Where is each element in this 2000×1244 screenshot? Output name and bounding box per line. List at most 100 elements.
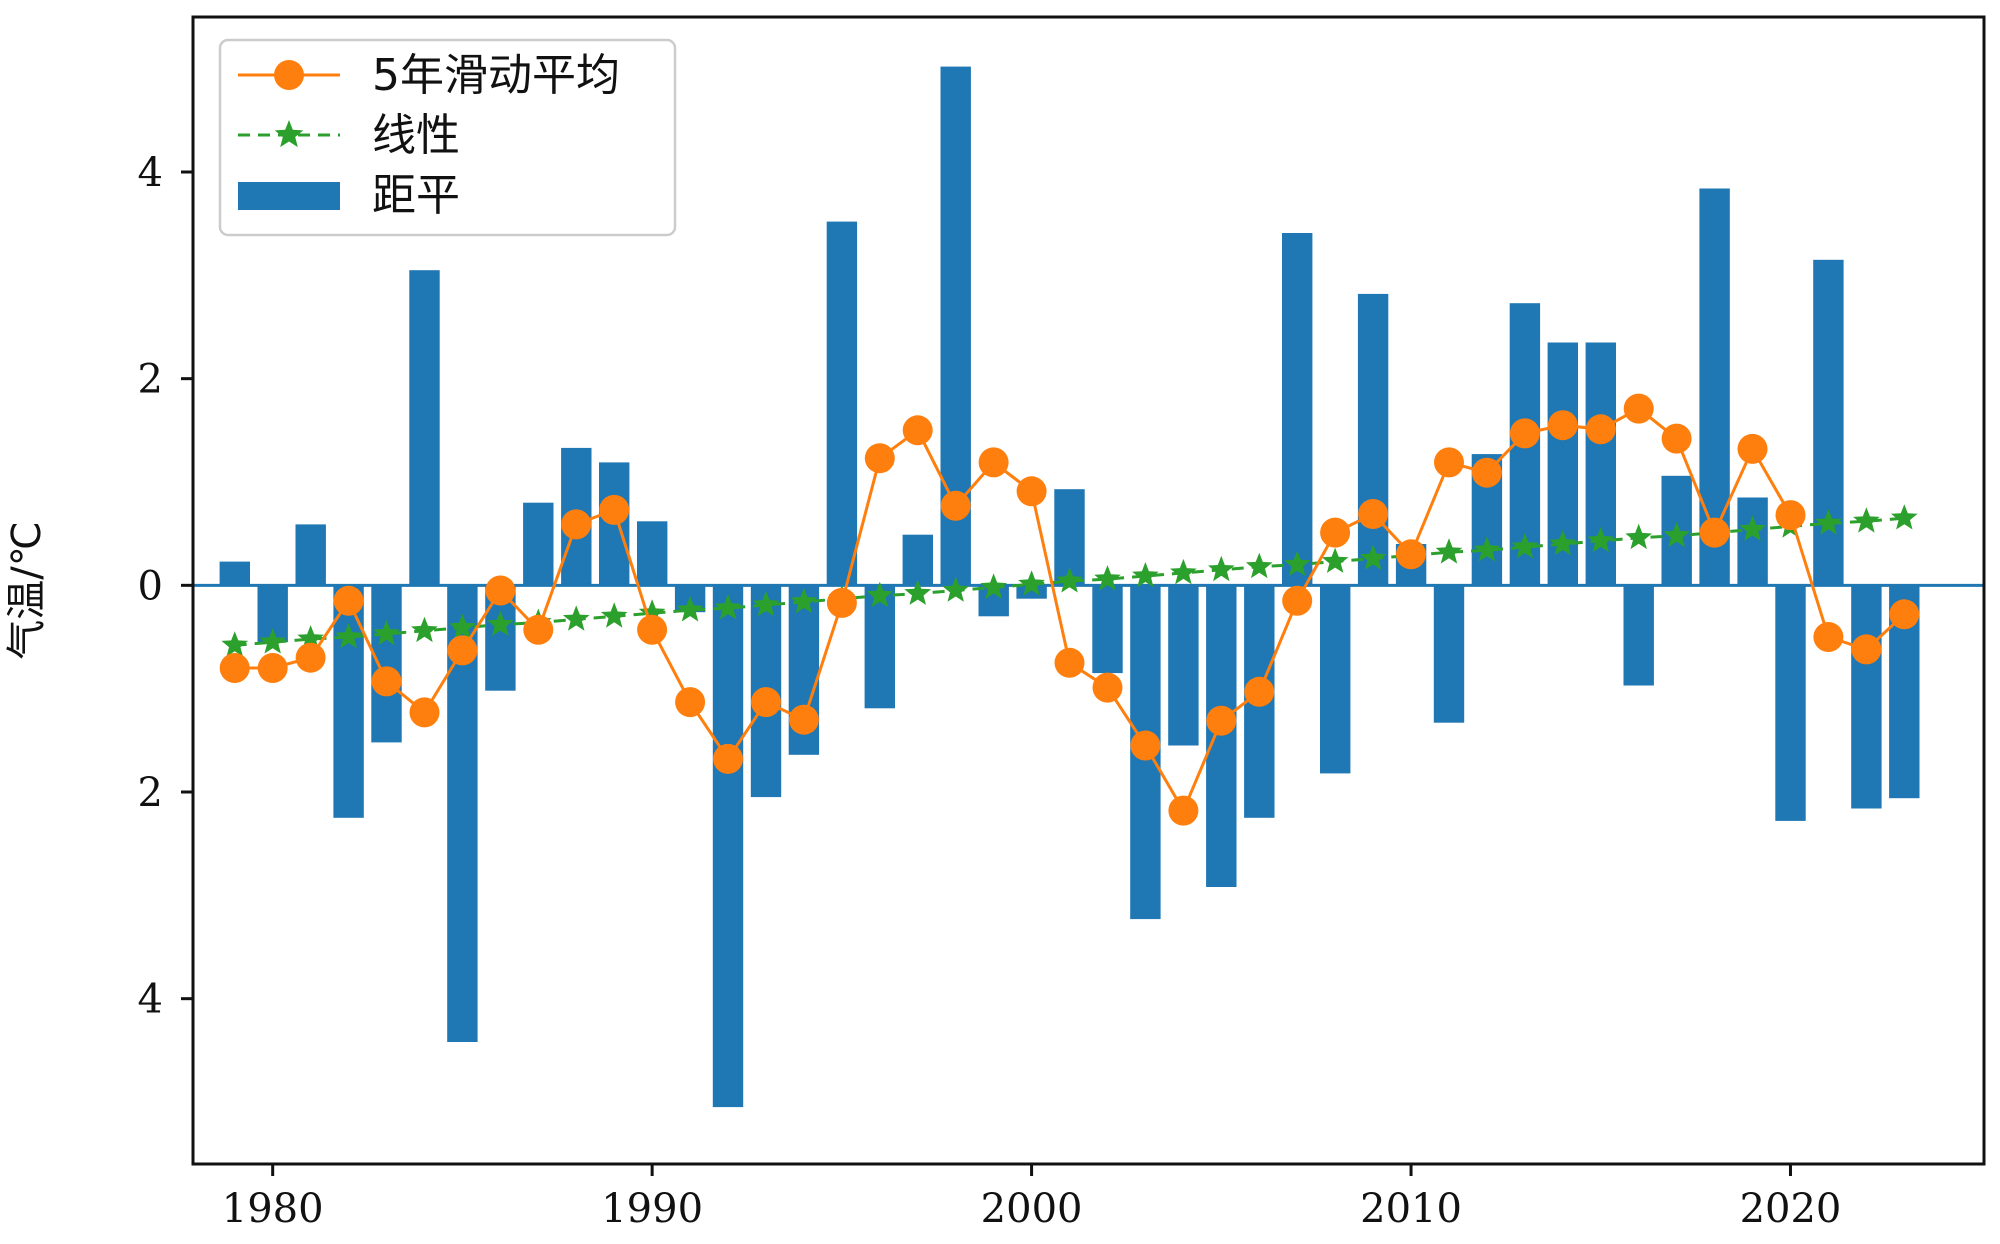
y-tick-label-4: 4	[138, 150, 163, 196]
linear-point-2013	[1511, 533, 1539, 559]
moving-average-point-2006	[1244, 676, 1275, 707]
bar-2004	[1168, 585, 1199, 746]
linear-point-2002	[1094, 565, 1121, 591]
bar-1995	[826, 221, 858, 586]
linear-point-2019	[1739, 515, 1766, 541]
moving-average-point-1991	[675, 687, 706, 718]
y-tick-label-2: 2	[138, 357, 163, 403]
bar-1979	[219, 561, 250, 586]
moving-average-point-1999	[978, 447, 1009, 478]
moving-average-point-2002	[1092, 672, 1123, 703]
moving-average-point-1998	[940, 490, 971, 521]
moving-average-point-2011	[1434, 447, 1464, 478]
linear-point-1992	[714, 594, 742, 620]
moving-average-point-2010	[1396, 539, 1426, 570]
moving-average-point-1979	[219, 653, 250, 683]
bar-2016	[1623, 585, 1654, 686]
moving-average-point-2014	[1547, 410, 1578, 441]
moving-average-point-2013	[1509, 418, 1540, 449]
moving-average-point-1988	[561, 509, 592, 540]
bar-1997	[902, 534, 933, 586]
bar-2002	[1092, 585, 1123, 674]
moving-average-point-2009	[1358, 499, 1389, 529]
x-tick-label-2020: 2020	[1740, 1186, 1842, 1232]
linear-point-1981	[297, 625, 324, 651]
x-tick-label-2000: 2000	[981, 1186, 1083, 1232]
moving-average-point-1981	[295, 642, 326, 673]
legend-anomaly-swatch	[238, 182, 340, 210]
moving-average-point-2017	[1661, 423, 1692, 454]
moving-average-point-1983	[371, 666, 402, 697]
linear-point-1985	[449, 613, 476, 639]
linear-point-2011	[1435, 538, 1463, 564]
linear-point-2000	[1018, 570, 1045, 596]
linear-point-2008	[1321, 547, 1349, 573]
linear-point-2006	[1245, 552, 1273, 579]
linear-point-2009	[1359, 544, 1387, 570]
moving-average-point-1986	[485, 575, 516, 606]
y-tick-label--2: 2	[138, 770, 163, 816]
bar-2007	[1282, 233, 1313, 586]
linear-point-1980	[259, 628, 286, 654]
moving-average-point-1994	[788, 704, 819, 735]
linear-point-1998	[942, 576, 969, 602]
linear-point-2005	[1208, 555, 1235, 582]
bar-1981	[295, 524, 326, 586]
moving-average-point-2007	[1282, 585, 1313, 616]
linear-point-1996	[866, 581, 894, 607]
legend: 5年滑动平均 线性 距平	[218, 38, 677, 237]
y-axis-label: 气温/℃	[4, 521, 50, 659]
linear-point-1982	[335, 623, 362, 649]
moving-average-point-2012	[1471, 457, 1502, 488]
x-tick-label-2010: 2010	[1360, 1186, 1462, 1232]
moving-average-point-1980	[257, 653, 288, 683]
moving-average-point-2015	[1585, 414, 1616, 445]
linear-point-1988	[562, 605, 590, 631]
linear-point-2017	[1663, 521, 1690, 548]
moving-average-point-2001	[1054, 647, 1085, 678]
legend-moving-average-marker	[274, 60, 304, 90]
linear-point-1994	[790, 587, 818, 614]
bar-1983	[371, 585, 402, 743]
legend-linear-label: 线性	[372, 110, 460, 161]
linear-point-1999	[980, 573, 1007, 599]
ticks-layer: 1980 1990 2000 2010 2020 4 2 0 2 4	[138, 150, 1842, 1232]
linear-point-1997	[904, 579, 932, 605]
legend-anomaly-label: 距平	[372, 170, 460, 221]
moving-average-point-1987	[523, 614, 554, 645]
moving-average-point-2022	[1851, 634, 1882, 665]
moving-average-point-1984	[409, 697, 440, 728]
linear-point-1990	[638, 599, 666, 625]
bar-1992	[712, 585, 744, 1108]
linear-point-2016	[1625, 523, 1652, 550]
moving-average-point-2005	[1206, 705, 1237, 736]
y-tick-label--4: 4	[138, 977, 163, 1023]
legend-linear-marker	[274, 120, 304, 148]
moving-average-point-1982	[333, 585, 364, 616]
linear-point-2015	[1587, 526, 1615, 553]
moving-average-point-1992	[713, 743, 743, 774]
moving-average-point-2008	[1320, 517, 1351, 548]
moving-average-point-1990	[637, 614, 668, 645]
moving-average-point-1996	[864, 443, 895, 474]
linear-point-1989	[600, 602, 628, 628]
linear-point-2007	[1283, 550, 1311, 576]
bar-2005	[1206, 585, 1237, 887]
bar-2011	[1433, 585, 1465, 723]
bar-2000	[1016, 585, 1047, 599]
moving-average-layer	[219, 393, 1920, 826]
moving-average-point-2019	[1737, 433, 1768, 464]
linear-point-1983	[373, 619, 400, 646]
linear-point-1984	[411, 616, 438, 643]
moving-average-point-2020	[1775, 500, 1806, 531]
moving-average-point-1995	[826, 587, 857, 618]
moving-average-point-1985	[447, 635, 478, 666]
bar-2020	[1775, 585, 1806, 821]
moving-average-point-2016	[1623, 393, 1654, 424]
bar-1987	[523, 502, 554, 586]
linear-point-1979	[221, 631, 249, 657]
linear-point-1986	[487, 610, 514, 636]
bar-2008	[1320, 585, 1351, 774]
linear-point-2003	[1132, 562, 1159, 588]
